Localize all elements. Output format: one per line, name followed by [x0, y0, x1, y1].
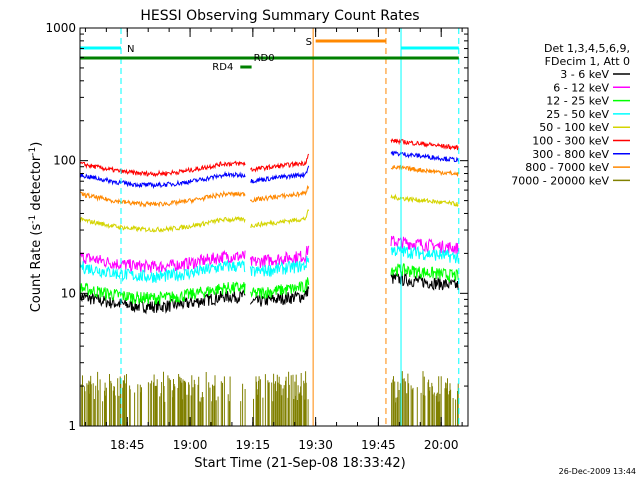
- series-trace-8-segment-0: [80, 371, 246, 426]
- series-trace-3-segment-2: [390, 244, 459, 264]
- series-trace-8-segment-2: [391, 371, 459, 426]
- series-trace-1-segment-1: [249, 245, 310, 268]
- axis-layer: 1 10 100 1000 18:45 19:00 19:15 19:30 19:45 20:00: [45, 21, 468, 452]
- series-trace-4-segment-1: [250, 208, 310, 229]
- series-trace-6-segment-2: [390, 150, 459, 163]
- series-trace-5-segment-0: [79, 160, 246, 178]
- series-trace-2-segment-1: [249, 277, 310, 299]
- series-trace-5-segment-1: [249, 153, 310, 173]
- series-trace-7-segment-1: [249, 184, 310, 203]
- legend-label-8: 7000 - 20000 keV: [511, 174, 609, 187]
- series-trace-7-segment-2: [390, 164, 459, 177]
- series-trace-8-segment-1: [253, 371, 309, 426]
- series-trace-6-segment-1: [250, 165, 310, 184]
- legend-label-5: 100 - 300 keV: [532, 135, 609, 148]
- flag-rd0-label: RD0: [254, 53, 275, 64]
- y-tick-label: 100: [53, 154, 76, 168]
- chart-title: HESSI Observing Summary Count Rates: [140, 8, 419, 24]
- series-trace-3-segment-1: [249, 255, 310, 278]
- y-axis-label: Count Rate (s-1 detector-1): [28, 142, 44, 313]
- series-trace-4-segment-2: [390, 193, 459, 207]
- series-layer: [79, 138, 459, 426]
- series-trace-0-segment-1: [249, 286, 310, 307]
- legend-label-0: 3 - 6 keV: [560, 68, 609, 81]
- series-trace-2-segment-2: [390, 263, 459, 283]
- series-trace-3-segment-0: [79, 259, 246, 283]
- legend-header-detectors: Det 1,3,4,5,6,9,: [544, 42, 630, 55]
- x-tick-label: 18:45: [110, 438, 145, 452]
- footer-date: 26-Dec-2009 13:44: [559, 467, 636, 476]
- legend-label-6: 300 - 800 keV: [532, 148, 609, 161]
- flag-n-label: N: [127, 44, 134, 55]
- series-trace-2-segment-0: [79, 281, 246, 305]
- x-tick-label: 19:45: [361, 438, 396, 452]
- x-tick-label: 19:30: [298, 438, 333, 452]
- series-trace-1-segment-2: [390, 235, 459, 255]
- legend-label-3: 25 - 50 keV: [546, 108, 609, 121]
- y-tick-label: 10: [61, 286, 76, 300]
- series-trace-5-segment-2: [390, 138, 459, 151]
- x-tick-label: 19:00: [173, 438, 208, 452]
- x-tick-label: 20:00: [424, 438, 459, 452]
- legend-header-decimation: FDecim 1, Att 0: [545, 55, 630, 68]
- x-axis-label: Start Time (21-Sep-08 18:33:42): [194, 456, 405, 471]
- series-trace-4-segment-0: [79, 216, 246, 233]
- x-tick-label: 19:15: [236, 438, 271, 452]
- marker-layer: N S RD0 RD4: [80, 28, 460, 426]
- series-trace-6-segment-0: [79, 170, 246, 190]
- flag-rd4-label: RD4: [212, 62, 233, 73]
- legend-label-7: 800 - 7000 keV: [525, 161, 609, 174]
- series-trace-1-segment-0: [79, 249, 246, 274]
- legend-label-2: 12 - 25 keV: [546, 95, 609, 108]
- y-tick-label: 1000: [45, 21, 76, 35]
- y-tick-label: 1: [68, 419, 76, 433]
- legend-label-4: 50 - 100 keV: [539, 121, 609, 134]
- series-trace-7-segment-0: [79, 190, 246, 208]
- legend: Det 1,3,4,5,6,9, FDecim 1, Att 0 3 - 6 k…: [511, 42, 630, 187]
- series-trace-0-segment-0: [79, 289, 246, 315]
- legend-label-1: 6 - 12 keV: [553, 81, 609, 94]
- flag-s-label: S: [306, 37, 312, 48]
